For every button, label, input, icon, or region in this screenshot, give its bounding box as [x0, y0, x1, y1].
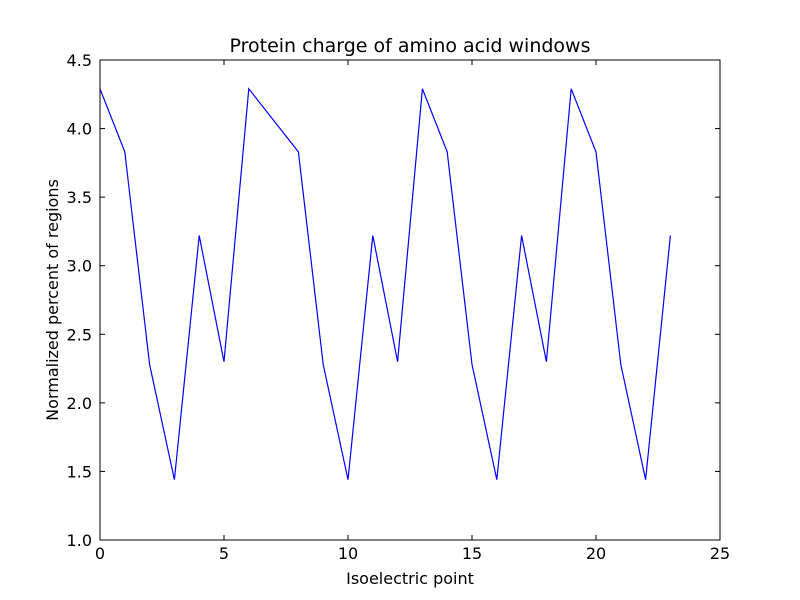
y-tick-label: 2.5 [67, 325, 92, 344]
y-tick-label: 2.0 [67, 394, 92, 413]
x-tick-label: 20 [586, 544, 606, 563]
y-tick-label: 4.0 [67, 120, 92, 139]
y-tick-label: 1.5 [67, 462, 92, 481]
x-tick-label: 25 [710, 544, 730, 563]
y-tick-label: 3.5 [67, 188, 92, 207]
plot-area: 0 5 10 15 20 25 1.0 1.5 2.0 2.5 3.0 3.5 4.0 4.5 [67, 51, 731, 563]
y-tick-label: 4.5 [67, 51, 92, 70]
x-tick-label: 15 [462, 544, 482, 563]
x-tick-label: 10 [338, 544, 358, 563]
y-tick-label: 3.0 [67, 257, 92, 276]
plot-frame [99, 59, 721, 541]
y-axis-title: Normalized percent of regions [43, 179, 62, 421]
y-tick-label: 1.0 [67, 531, 92, 550]
x-tick-label: 5 [219, 544, 229, 563]
series-line-1 [99, 87, 671, 480]
chart-title: Protein charge of amino acid windows [230, 35, 591, 57]
x-axis-title: Isoelectric point [346, 569, 474, 588]
x-tick-label: 0 [95, 544, 105, 563]
